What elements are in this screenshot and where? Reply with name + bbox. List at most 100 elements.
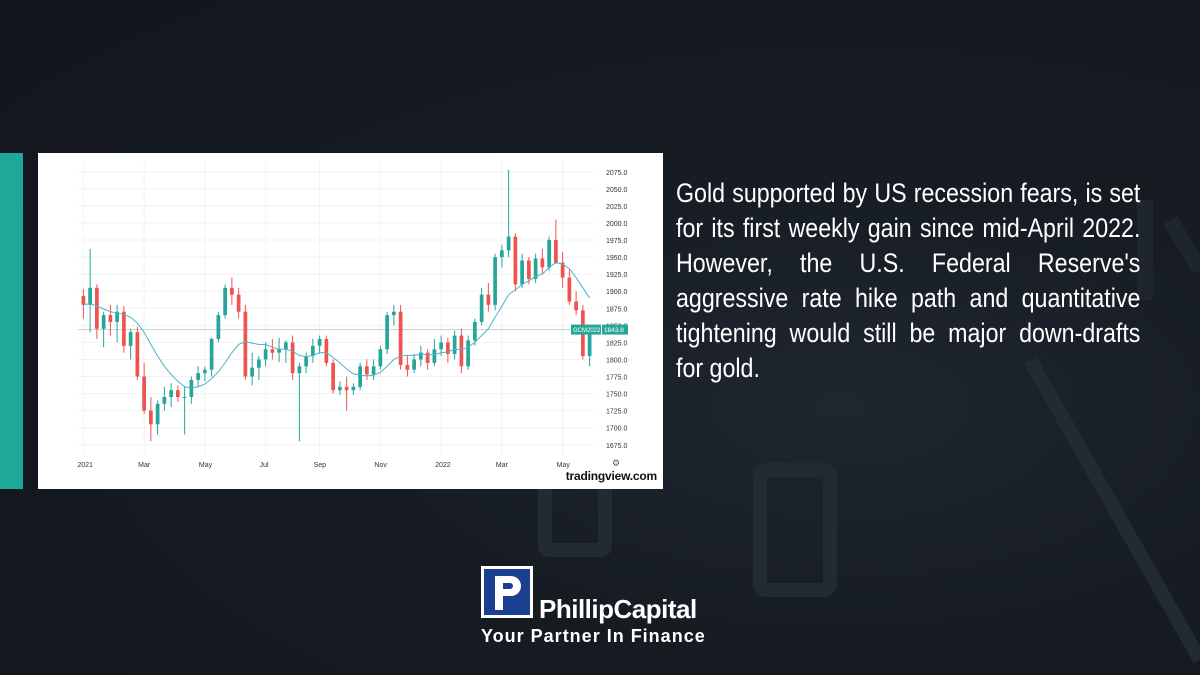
candle-body [344, 386, 349, 391]
symbol-label: GCM2022 [573, 328, 601, 334]
candle-body [392, 311, 396, 316]
candle-body [317, 339, 322, 346]
y-tick-label: 2075.0 [606, 170, 628, 177]
candle-body [412, 359, 416, 370]
candle-body [108, 315, 113, 322]
candle-body [243, 311, 248, 377]
candle-body [513, 236, 518, 285]
candle-body [398, 311, 403, 365]
candle-body [216, 315, 221, 339]
candle-body [459, 335, 464, 367]
x-tick-label: Sep [314, 462, 327, 469]
candle-body [452, 335, 457, 355]
candle-body [554, 240, 558, 263]
candle-body [223, 287, 227, 316]
p-letter-icon [484, 569, 530, 615]
candle-body [432, 349, 437, 363]
logo-p-mark [481, 566, 533, 618]
candle-body [236, 294, 241, 312]
x-tick-label: May [199, 462, 213, 469]
candle-body [338, 386, 342, 391]
x-tick-label: Jul [260, 462, 269, 469]
x-tick-label: 2021 [77, 462, 93, 469]
candle-body [486, 294, 491, 305]
candle-body [358, 366, 362, 387]
y-tick-label: 1825.0 [606, 340, 628, 347]
candle-body [385, 315, 389, 350]
y-tick-label: 1925.0 [606, 272, 628, 279]
candle-body [277, 349, 281, 353]
gold-price-chart: 1675.0 1700.0 1725.0 1750.0 1775.0 1800.0 1825… [38, 153, 663, 489]
candlestick-chart: 1675.0 1700.0 1725.0 1750.0 1775.0 1800.0 1825… [77, 161, 628, 469]
y-tick-label: 1875.0 [606, 306, 628, 313]
candle-body [297, 366, 302, 374]
settings-gear-icon[interactable]: ⚙ [612, 459, 620, 469]
last-price-tag [602, 324, 628, 335]
candle-body [162, 397, 167, 404]
candle-body [547, 240, 551, 268]
candle-body [290, 342, 295, 374]
candle-body [560, 262, 565, 278]
y-tick-label: 1950.0 [606, 255, 628, 262]
candle-body [230, 287, 234, 295]
x-tick-label: 2022 [435, 462, 451, 469]
candle-body [142, 376, 146, 411]
candle-body [169, 390, 173, 397]
bg-slash-line [1023, 356, 1200, 664]
symbol-tag [571, 324, 601, 335]
candle-body [101, 315, 106, 329]
candle-body [493, 257, 497, 305]
accent-bar [0, 153, 23, 489]
candle-body [203, 369, 207, 374]
y-tick-label: 1975.0 [606, 238, 628, 245]
candle-body [378, 349, 383, 367]
candle-body [250, 367, 254, 377]
candle-body [331, 362, 335, 391]
y-tick-label: 1775.0 [606, 375, 628, 382]
y-tick-label: 1800.0 [606, 357, 628, 364]
candle-body [473, 321, 477, 341]
logo-company-name: PhillipCapital [539, 594, 697, 624]
x-tick-label: Nov [374, 462, 387, 469]
candle-body [405, 364, 410, 370]
moving-average-line [83, 262, 591, 389]
candle-body [324, 339, 329, 363]
candle-body [182, 397, 187, 398]
candle-body [351, 386, 356, 391]
y-tick-label: 1700.0 [606, 426, 628, 433]
candle-body [284, 342, 288, 350]
candle-body [371, 366, 376, 375]
y-tick-label: 2000.0 [606, 221, 628, 228]
y-tick-label: 1900.0 [606, 289, 628, 296]
bg-letter-stroke-2 [1163, 215, 1200, 275]
candle-body [196, 373, 200, 380]
candle-body [270, 349, 275, 353]
chart-source-label: tradingview.com [565, 469, 657, 483]
candle-body [257, 359, 261, 368]
candle-body [466, 340, 470, 367]
candle-body [506, 236, 511, 251]
x-tick-label: Mar [496, 462, 509, 469]
candle-body [128, 332, 133, 346]
bg-digit-zero [753, 463, 837, 597]
candle-body [81, 296, 86, 305]
phillipcapital-logo: PhillipCapital Your Partner In Finance [479, 566, 724, 650]
y-tick-label: 1725.0 [606, 409, 628, 416]
y-tick-label: 1750.0 [606, 392, 628, 399]
candle-body [567, 277, 572, 302]
candle-body [425, 352, 430, 363]
candle-body [176, 390, 180, 397]
candle-body [365, 366, 369, 375]
candle-body [311, 345, 315, 357]
logo-tagline: Your Partner In Finance [481, 626, 706, 646]
x-tick-label: May [557, 462, 571, 469]
candle-body [533, 258, 538, 279]
candle-body [527, 260, 531, 279]
candle-body [520, 260, 524, 285]
candle-body [446, 342, 450, 355]
candle-body [95, 287, 99, 329]
last-price-label: 1843.8 [604, 327, 624, 334]
candle-body [155, 403, 160, 425]
candle-body [122, 311, 126, 346]
y-tick-label: 2025.0 [606, 204, 628, 211]
